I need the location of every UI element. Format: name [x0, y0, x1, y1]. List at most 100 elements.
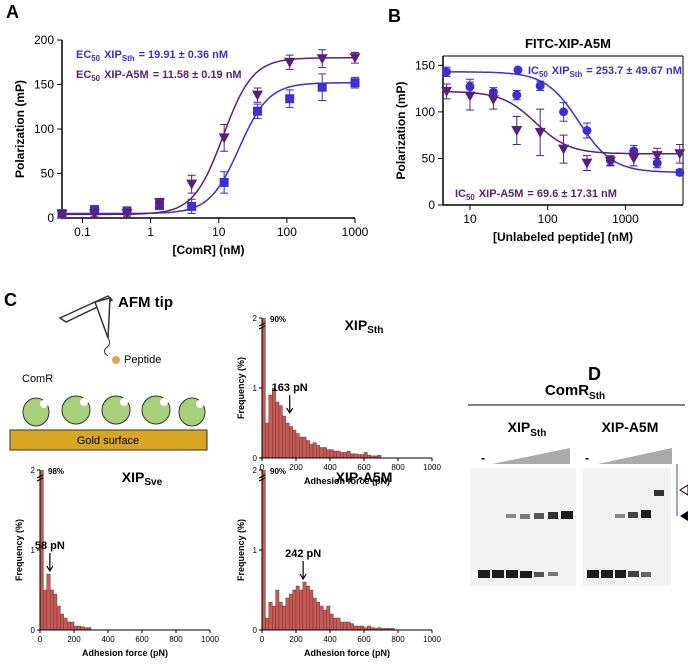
- x-tick-label: 600: [357, 635, 371, 644]
- y-tick-label: 100: [415, 105, 435, 119]
- free-band: [520, 571, 532, 578]
- point: [350, 78, 360, 88]
- x-tick-label: 1000: [423, 635, 441, 644]
- histogram-title-part: XIP: [122, 469, 145, 485]
- y-tick-label: 50: [41, 167, 55, 181]
- x-tick-label: 200: [289, 635, 303, 644]
- y-tick-label: 200: [34, 33, 54, 47]
- point: [187, 201, 197, 211]
- surface-label: Gold surface: [77, 435, 139, 447]
- bar: [343, 452, 348, 458]
- point: [186, 179, 198, 190]
- bar: [329, 449, 334, 458]
- gel-title-main: ComR: [545, 382, 589, 399]
- annotation-part: = 69.6 ± 17.31 nM: [527, 188, 617, 200]
- point: [582, 126, 592, 135]
- bar: [275, 401, 280, 458]
- annotation-arrow: [286, 395, 294, 415]
- bar: [363, 452, 368, 458]
- point: [251, 90, 263, 101]
- x-tick-label: 10: [212, 225, 226, 239]
- bar: [323, 447, 327, 458]
- point: [535, 81, 545, 91]
- x-tick-label: 100: [277, 225, 297, 239]
- annotation-part: 50: [539, 70, 548, 79]
- annotation-part: = 11.58 ± 0.19 nM: [153, 69, 242, 81]
- bar: [56, 605, 61, 630]
- x-tick-label: 1000: [201, 635, 219, 644]
- complex-band: [534, 513, 544, 519]
- x-tick-label: 800: [391, 463, 405, 472]
- tip: [94, 297, 111, 339]
- bar: [295, 585, 300, 630]
- bar: [306, 585, 310, 630]
- x-tick-label: 1000: [612, 212, 639, 226]
- point: [674, 149, 686, 160]
- y-axis-label: Frequency (%): [236, 519, 246, 581]
- x-tick-label: 200: [67, 635, 81, 644]
- annotation-part: Sth: [570, 70, 583, 79]
- bar: [360, 625, 365, 630]
- histogram-title-part: XIP-A5M: [336, 469, 393, 485]
- bar: [367, 625, 371, 630]
- bar: [346, 621, 351, 630]
- point: [252, 106, 262, 116]
- bar: [272, 605, 276, 630]
- bar: [278, 601, 283, 630]
- x-axis-label: [Unlabeled peptide] (nM): [493, 230, 633, 244]
- lane-title: XIP-A5M: [602, 419, 659, 435]
- free-band: [506, 570, 518, 578]
- bar: [319, 447, 324, 458]
- point: [154, 198, 166, 209]
- x-axis-label: [ComR] (nM): [173, 243, 245, 257]
- bar: [343, 621, 348, 630]
- peak-label: 98%: [48, 467, 64, 476]
- bars: [262, 318, 382, 458]
- legend-marker: [513, 65, 523, 75]
- axis-break: [36, 474, 44, 482]
- x-tick-label: 600: [357, 463, 371, 472]
- x-tick-label: 0.1: [74, 225, 91, 239]
- point: [464, 91, 476, 102]
- bar: [60, 613, 65, 630]
- peak-label: 90%: [270, 467, 286, 476]
- x-tick-label: 1000: [342, 225, 369, 239]
- control-label: -: [585, 451, 589, 465]
- bar: [350, 453, 354, 458]
- pocket: [40, 400, 48, 408]
- point: [675, 167, 685, 177]
- complex-band: [520, 514, 530, 519]
- point: [284, 57, 296, 68]
- lane-title: XIPSth: [508, 419, 547, 439]
- bar: [262, 470, 266, 630]
- annotation-arrow: [299, 561, 307, 581]
- x-tick-label: 800: [391, 635, 405, 644]
- point: [349, 53, 361, 64]
- afm-diagram: AFM tip Peptide ComR Gold surface: [9, 294, 208, 451]
- annotation: EC50 XIP-A5M = 11.58 ± 0.19 nM: [76, 69, 242, 83]
- y-tick-label: 1: [31, 546, 36, 555]
- annotation-part: 50: [91, 74, 100, 83]
- x-axis-label: Adhesion force (pN): [304, 476, 390, 486]
- bar: [289, 426, 293, 458]
- complex-band: [654, 490, 664, 496]
- x-axis-label: Adhesion force (pN): [304, 648, 390, 658]
- fit-curve: [62, 82, 355, 215]
- bar: [309, 443, 314, 458]
- y-tick-label: 150: [34, 78, 54, 92]
- bar: [326, 605, 331, 630]
- y-axis-label: Polarization (mP): [13, 80, 27, 178]
- annotation-part: = 19.91 ± 0.36 nM: [139, 49, 229, 61]
- bar: [63, 617, 68, 630]
- bar: [53, 593, 58, 630]
- bar: [299, 436, 303, 458]
- x-tick-label: 100: [538, 212, 558, 226]
- bar: [268, 601, 273, 630]
- bars: [262, 470, 395, 630]
- annotation-part: 50: [466, 193, 475, 202]
- y-tick-label: 50: [422, 151, 436, 165]
- bar: [70, 621, 75, 630]
- annotation-arrow: [46, 553, 54, 573]
- tip-label: AFM tip: [118, 294, 173, 311]
